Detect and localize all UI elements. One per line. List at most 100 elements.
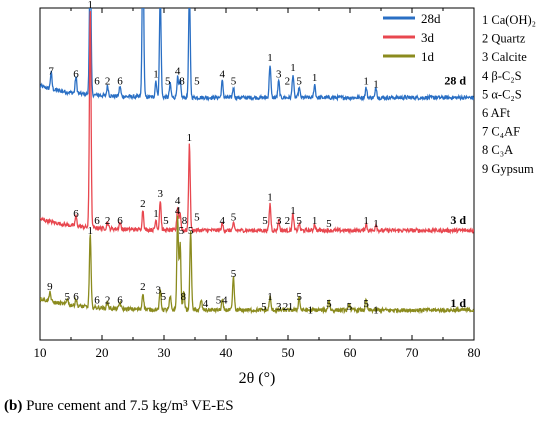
- phase-key-item: 9 Gypsum: [482, 162, 534, 176]
- peak-label: 1: [153, 69, 159, 81]
- peak-label: 5: [163, 215, 169, 227]
- peak-label: 2: [283, 301, 289, 313]
- caption-text: Pure cement and 7.5 kg/m³ VE-ES: [26, 398, 234, 414]
- peak-label: 5: [179, 225, 185, 237]
- peak-label: 5: [261, 301, 267, 313]
- peak-label: 6: [94, 215, 100, 227]
- phase-key-item: 6 AFt: [482, 106, 511, 120]
- peak-label: 2: [105, 215, 111, 227]
- peak-label: 6: [94, 75, 100, 87]
- x-tick-label: 80: [468, 345, 481, 360]
- caption-label: (b): [4, 398, 23, 414]
- sample-label: 3 d: [450, 213, 466, 227]
- peak-label: 8: [180, 291, 186, 303]
- peak-label: 4: [175, 65, 181, 77]
- phase-key-item: 8 C₃A: [482, 143, 513, 157]
- x-tick-label: 70: [406, 345, 419, 360]
- peak-label: 1: [308, 304, 314, 316]
- sample-label: 28 d: [444, 73, 466, 87]
- peak-label: 4: [175, 195, 181, 207]
- peak-label: 1: [312, 72, 318, 84]
- peak-label: 3: [276, 215, 282, 227]
- plot-frame: [39, 7, 475, 341]
- peak-label: 1: [267, 291, 273, 303]
- phase-key-item: 7 C₄AF: [482, 125, 520, 139]
- peak-label: 1: [312, 215, 318, 227]
- x-tick-label: 10: [34, 345, 47, 360]
- peak-label: 2: [285, 215, 291, 227]
- peak-label: 2: [105, 75, 111, 87]
- peak-label: 8: [179, 75, 185, 87]
- peak-label: 5: [231, 75, 237, 87]
- peak-label: 5: [216, 294, 222, 306]
- peak-label: 1: [288, 301, 294, 313]
- legend-label: 1d: [421, 49, 435, 64]
- series-28d-trace: [40, 8, 474, 102]
- series-3d-trace: [40, 11, 474, 235]
- x-tick-label: 50: [282, 345, 295, 360]
- x-axis-title: 2θ (°): [239, 370, 276, 387]
- peak-label: 3: [276, 301, 282, 313]
- peak-label: 2: [105, 294, 111, 306]
- peak-label: 7: [48, 65, 54, 77]
- peak-label: 5: [231, 211, 237, 223]
- peak-label: 5: [296, 291, 302, 303]
- peak-label: 1: [267, 192, 273, 204]
- peak-label: 1: [187, 132, 193, 144]
- peak-label: 1: [363, 215, 369, 227]
- peak-label: 5: [194, 211, 200, 223]
- peak-label: 6: [73, 208, 79, 220]
- peak-label: 5: [188, 225, 194, 237]
- peak-label: 2: [285, 75, 291, 87]
- x-tick-label: 40: [220, 345, 233, 360]
- peak-label: 1: [153, 208, 159, 220]
- peak-label: 5: [165, 75, 171, 87]
- peak-label: 5: [231, 268, 237, 280]
- peak-label: 4: [220, 215, 226, 227]
- peak-label: 6: [94, 294, 100, 306]
- peak-label: 1: [290, 62, 296, 74]
- peak-label: 2: [140, 198, 146, 210]
- peak-label: 6: [73, 291, 79, 303]
- series-1d-trace: [40, 215, 474, 315]
- peak-label: 5: [326, 298, 332, 310]
- peak-label: 5: [347, 301, 353, 313]
- peak-label: 5: [194, 75, 200, 87]
- legend-label: 28d: [421, 11, 441, 26]
- peak-label: 8: [182, 215, 188, 227]
- peak-label: 3: [156, 285, 162, 297]
- peak-label: 6: [117, 75, 123, 87]
- peak-label: 5: [326, 218, 332, 230]
- x-tick-label: 60: [344, 345, 357, 360]
- phase-key-item: 2 Quartz: [482, 32, 526, 46]
- peak-label: 6: [73, 69, 79, 81]
- phase-key-item: 4 β-C₂S: [482, 69, 522, 83]
- peak-label: 3: [158, 188, 164, 200]
- x-tick-label: 30: [158, 345, 171, 360]
- peak-label: 1: [373, 79, 379, 91]
- peak-label: 3: [276, 69, 282, 81]
- legend-label: 3d: [421, 30, 435, 45]
- x-tick-label: 20: [96, 345, 109, 360]
- peak-label: 5: [65, 291, 71, 303]
- peak-label: 5: [262, 215, 268, 227]
- peak-label: 6: [117, 294, 123, 306]
- peak-label: 4: [175, 205, 181, 217]
- peak-label: 4: [203, 298, 209, 310]
- peak-label: 1: [267, 52, 273, 64]
- phase-key-item: 3 Calcite: [482, 50, 527, 64]
- peak-label: 1: [373, 304, 379, 316]
- peak-label: 5: [161, 291, 167, 303]
- peak-label: 1: [290, 205, 296, 217]
- peak-label: 5: [296, 75, 302, 87]
- peak-label: 1: [87, 225, 93, 237]
- peak-label: 5: [363, 298, 369, 310]
- peak-label: 4: [220, 69, 226, 81]
- peak-label: 4: [222, 294, 228, 306]
- peak-label: 9: [47, 281, 53, 293]
- peak-label: 1: [373, 218, 379, 230]
- phase-key-item: 1 Ca(OH)₂: [482, 13, 536, 27]
- phase-key-item: 5 α-C₂S: [482, 87, 522, 101]
- figure-caption: (b) Pure cement and 7.5 kg/m³ VE-ES: [4, 398, 234, 415]
